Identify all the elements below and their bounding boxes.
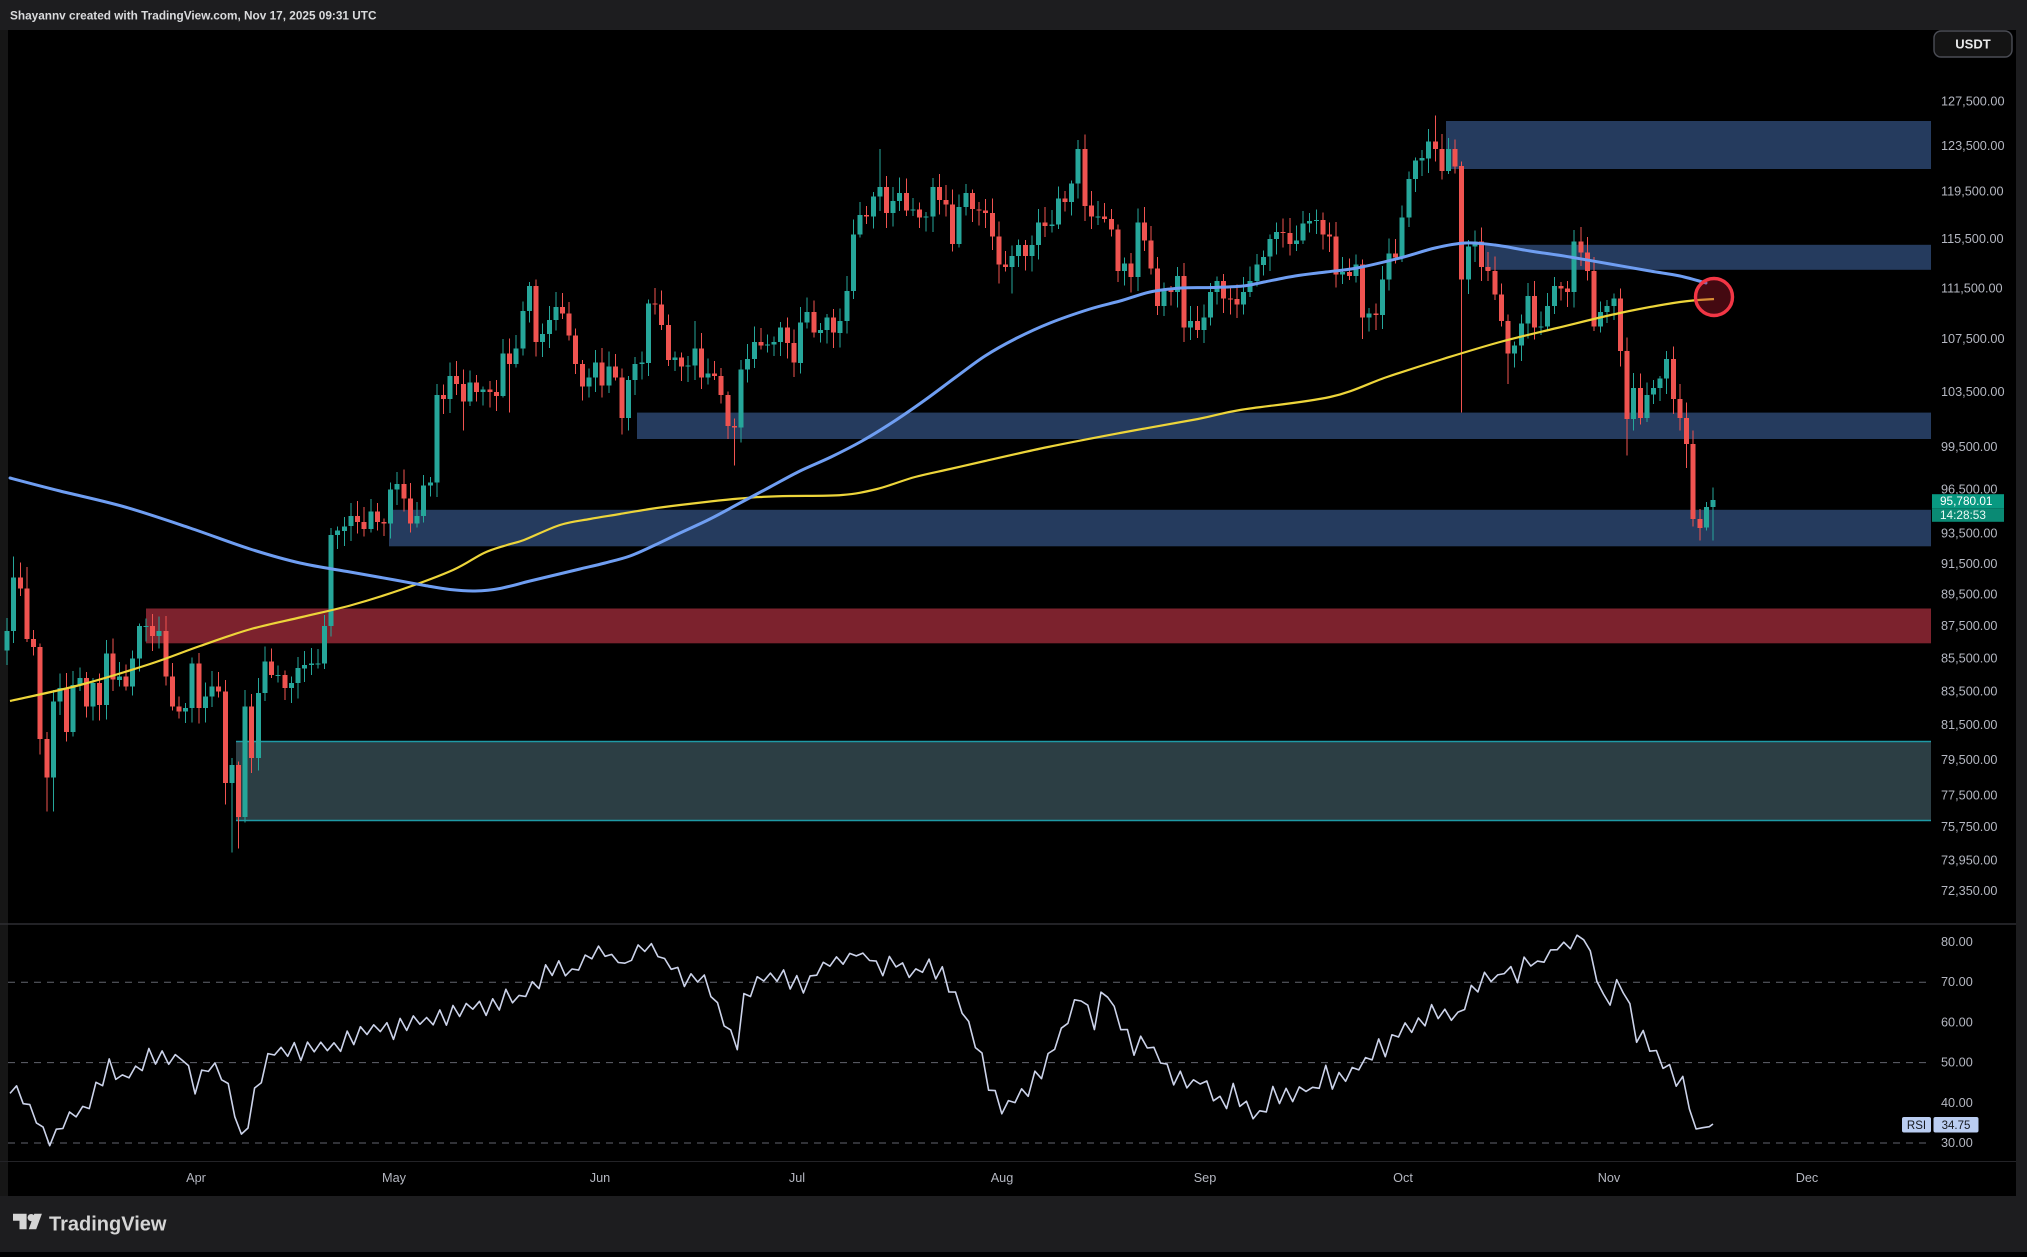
- svg-text:85,500.00: 85,500.00: [1941, 651, 1997, 665]
- svg-text:30.00: 30.00: [1941, 1136, 1973, 1150]
- svg-text:40.00: 40.00: [1941, 1096, 1973, 1110]
- svg-text:Jun: Jun: [590, 1171, 610, 1185]
- svg-text:79,500.00: 79,500.00: [1941, 753, 1997, 767]
- svg-text:96,500.00: 96,500.00: [1941, 483, 1997, 497]
- svg-text:91,500.00: 91,500.00: [1941, 557, 1997, 571]
- svg-text:Nov: Nov: [1598, 1171, 1621, 1185]
- svg-text:USDT: USDT: [1955, 37, 1990, 52]
- svg-text:87,500.00: 87,500.00: [1941, 619, 1997, 633]
- svg-text:115,500.00: 115,500.00: [1941, 232, 2004, 246]
- svg-text:Oct: Oct: [1393, 1171, 1413, 1185]
- svg-text:Apr: Apr: [186, 1171, 207, 1185]
- svg-text:123,500.00: 123,500.00: [1941, 139, 2005, 153]
- svg-text:70.00: 70.00: [1941, 975, 1973, 989]
- svg-text:77,500.00: 77,500.00: [1941, 788, 1997, 802]
- svg-text:73,950.00: 73,950.00: [1941, 854, 1997, 868]
- svg-text:75,750.00: 75,750.00: [1941, 820, 1997, 834]
- svg-text:34.75: 34.75: [1942, 1120, 1971, 1132]
- svg-text:80.00: 80.00: [1941, 935, 1973, 949]
- svg-text:Jul: Jul: [789, 1171, 805, 1185]
- svg-text:60.00: 60.00: [1941, 1016, 1973, 1030]
- svg-text:TradingView: TradingView: [49, 1214, 167, 1236]
- svg-text:93,500.00: 93,500.00: [1941, 527, 1997, 541]
- svg-text:99,500.00: 99,500.00: [1941, 440, 1997, 454]
- svg-text:83,500.00: 83,500.00: [1941, 684, 1997, 698]
- svg-text:103,500.00: 103,500.00: [1941, 385, 2005, 399]
- svg-text:Sep: Sep: [1194, 1171, 1217, 1185]
- svg-text:Aug: Aug: [991, 1171, 1014, 1185]
- svg-text:127,500.00: 127,500.00: [1941, 94, 2005, 108]
- svg-text:95,780.01: 95,780.01: [1940, 494, 1992, 508]
- svg-text:89,500.00: 89,500.00: [1941, 588, 1997, 602]
- svg-text:May: May: [382, 1171, 407, 1185]
- svg-text:111,500.00: 111,500.00: [1941, 281, 2003, 295]
- svg-text:14:28:53: 14:28:53: [1940, 508, 1986, 522]
- svg-text:Shayannv created with TradingV: Shayannv created with TradingView.com, N…: [10, 9, 377, 23]
- svg-text:72,350.00: 72,350.00: [1941, 884, 1997, 898]
- svg-text:Dec: Dec: [1796, 1171, 1819, 1185]
- svg-text:50.00: 50.00: [1941, 1056, 1973, 1070]
- svg-text:107,500.00: 107,500.00: [1941, 332, 2005, 346]
- svg-text:RSI: RSI: [1907, 1120, 1926, 1132]
- svg-text:81,500.00: 81,500.00: [1941, 718, 1997, 732]
- svg-text:119,500.00: 119,500.00: [1941, 185, 2004, 199]
